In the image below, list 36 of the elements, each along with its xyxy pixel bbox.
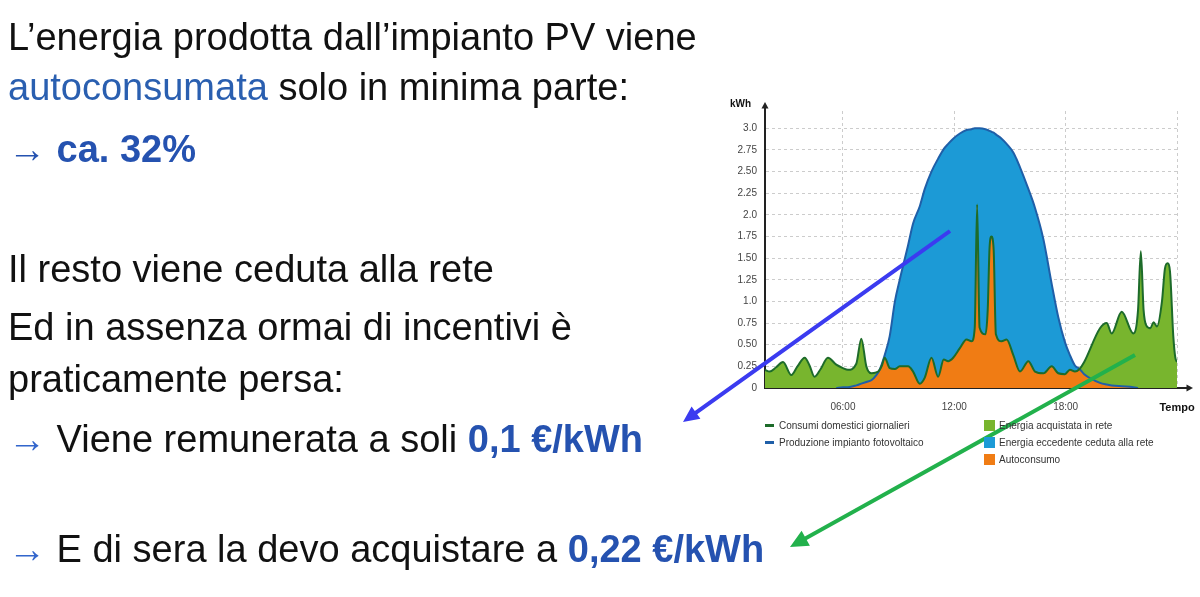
y-tick-label: 2.50	[737, 165, 758, 177]
text: E di sera la devo acquistare a	[56, 528, 558, 570]
y-tick-label: 0.25	[737, 360, 758, 372]
legend-label: Energia eccedente ceduta alla rete	[999, 436, 1154, 450]
line-series	[835, 127, 1140, 388]
text: Il resto viene ceduta alla rete	[8, 248, 494, 290]
text: L’energia prodotta dall’impianto PV viene	[8, 16, 697, 58]
text: praticamente persa:	[8, 358, 344, 400]
y-tick-label: 1.0	[743, 295, 758, 307]
y-axis-title: kWh	[729, 97, 751, 109]
y-tick-label: 3.0	[743, 122, 758, 134]
text: autoconsumata	[8, 66, 268, 108]
text: Viene remunerata a soli	[56, 418, 458, 460]
x-axis-title: Tempo	[1159, 401, 1195, 414]
y-tick-label: 2.0	[743, 208, 758, 220]
y-tick-label: 2.25	[737, 186, 758, 198]
x-tick-label: 06:00	[830, 400, 856, 412]
x-tick-label: 12:00	[941, 400, 968, 412]
y-tick-label: 1.75	[737, 230, 758, 242]
text: → ca. 32%	[8, 128, 196, 170]
legend-label: Autoconsumo	[999, 453, 1061, 467]
y-tick-label: 0	[751, 381, 758, 393]
y-tick-label: 1.50	[737, 251, 758, 263]
text: →	[8, 528, 46, 570]
legend-label: Consumi domestici giornalieri	[779, 419, 910, 433]
x-tick-label: 18:00	[1053, 400, 1079, 412]
y-tick-label: 2.75	[737, 143, 758, 155]
y-tick-label: 0.50	[737, 338, 758, 350]
text: 0,1 €/kWh	[467, 418, 644, 460]
text: solo in minima parte:	[278, 66, 629, 108]
y-tick-label: 1.25	[737, 273, 758, 285]
text: →	[8, 418, 46, 460]
y-tick-label: 0.75	[737, 316, 758, 328]
text: 0,22 €/kWh	[567, 528, 765, 570]
legend-label: Produzione impianto fotovoltaico	[779, 436, 924, 450]
text: Ed in assenza ormai di incentivi è	[8, 306, 572, 348]
